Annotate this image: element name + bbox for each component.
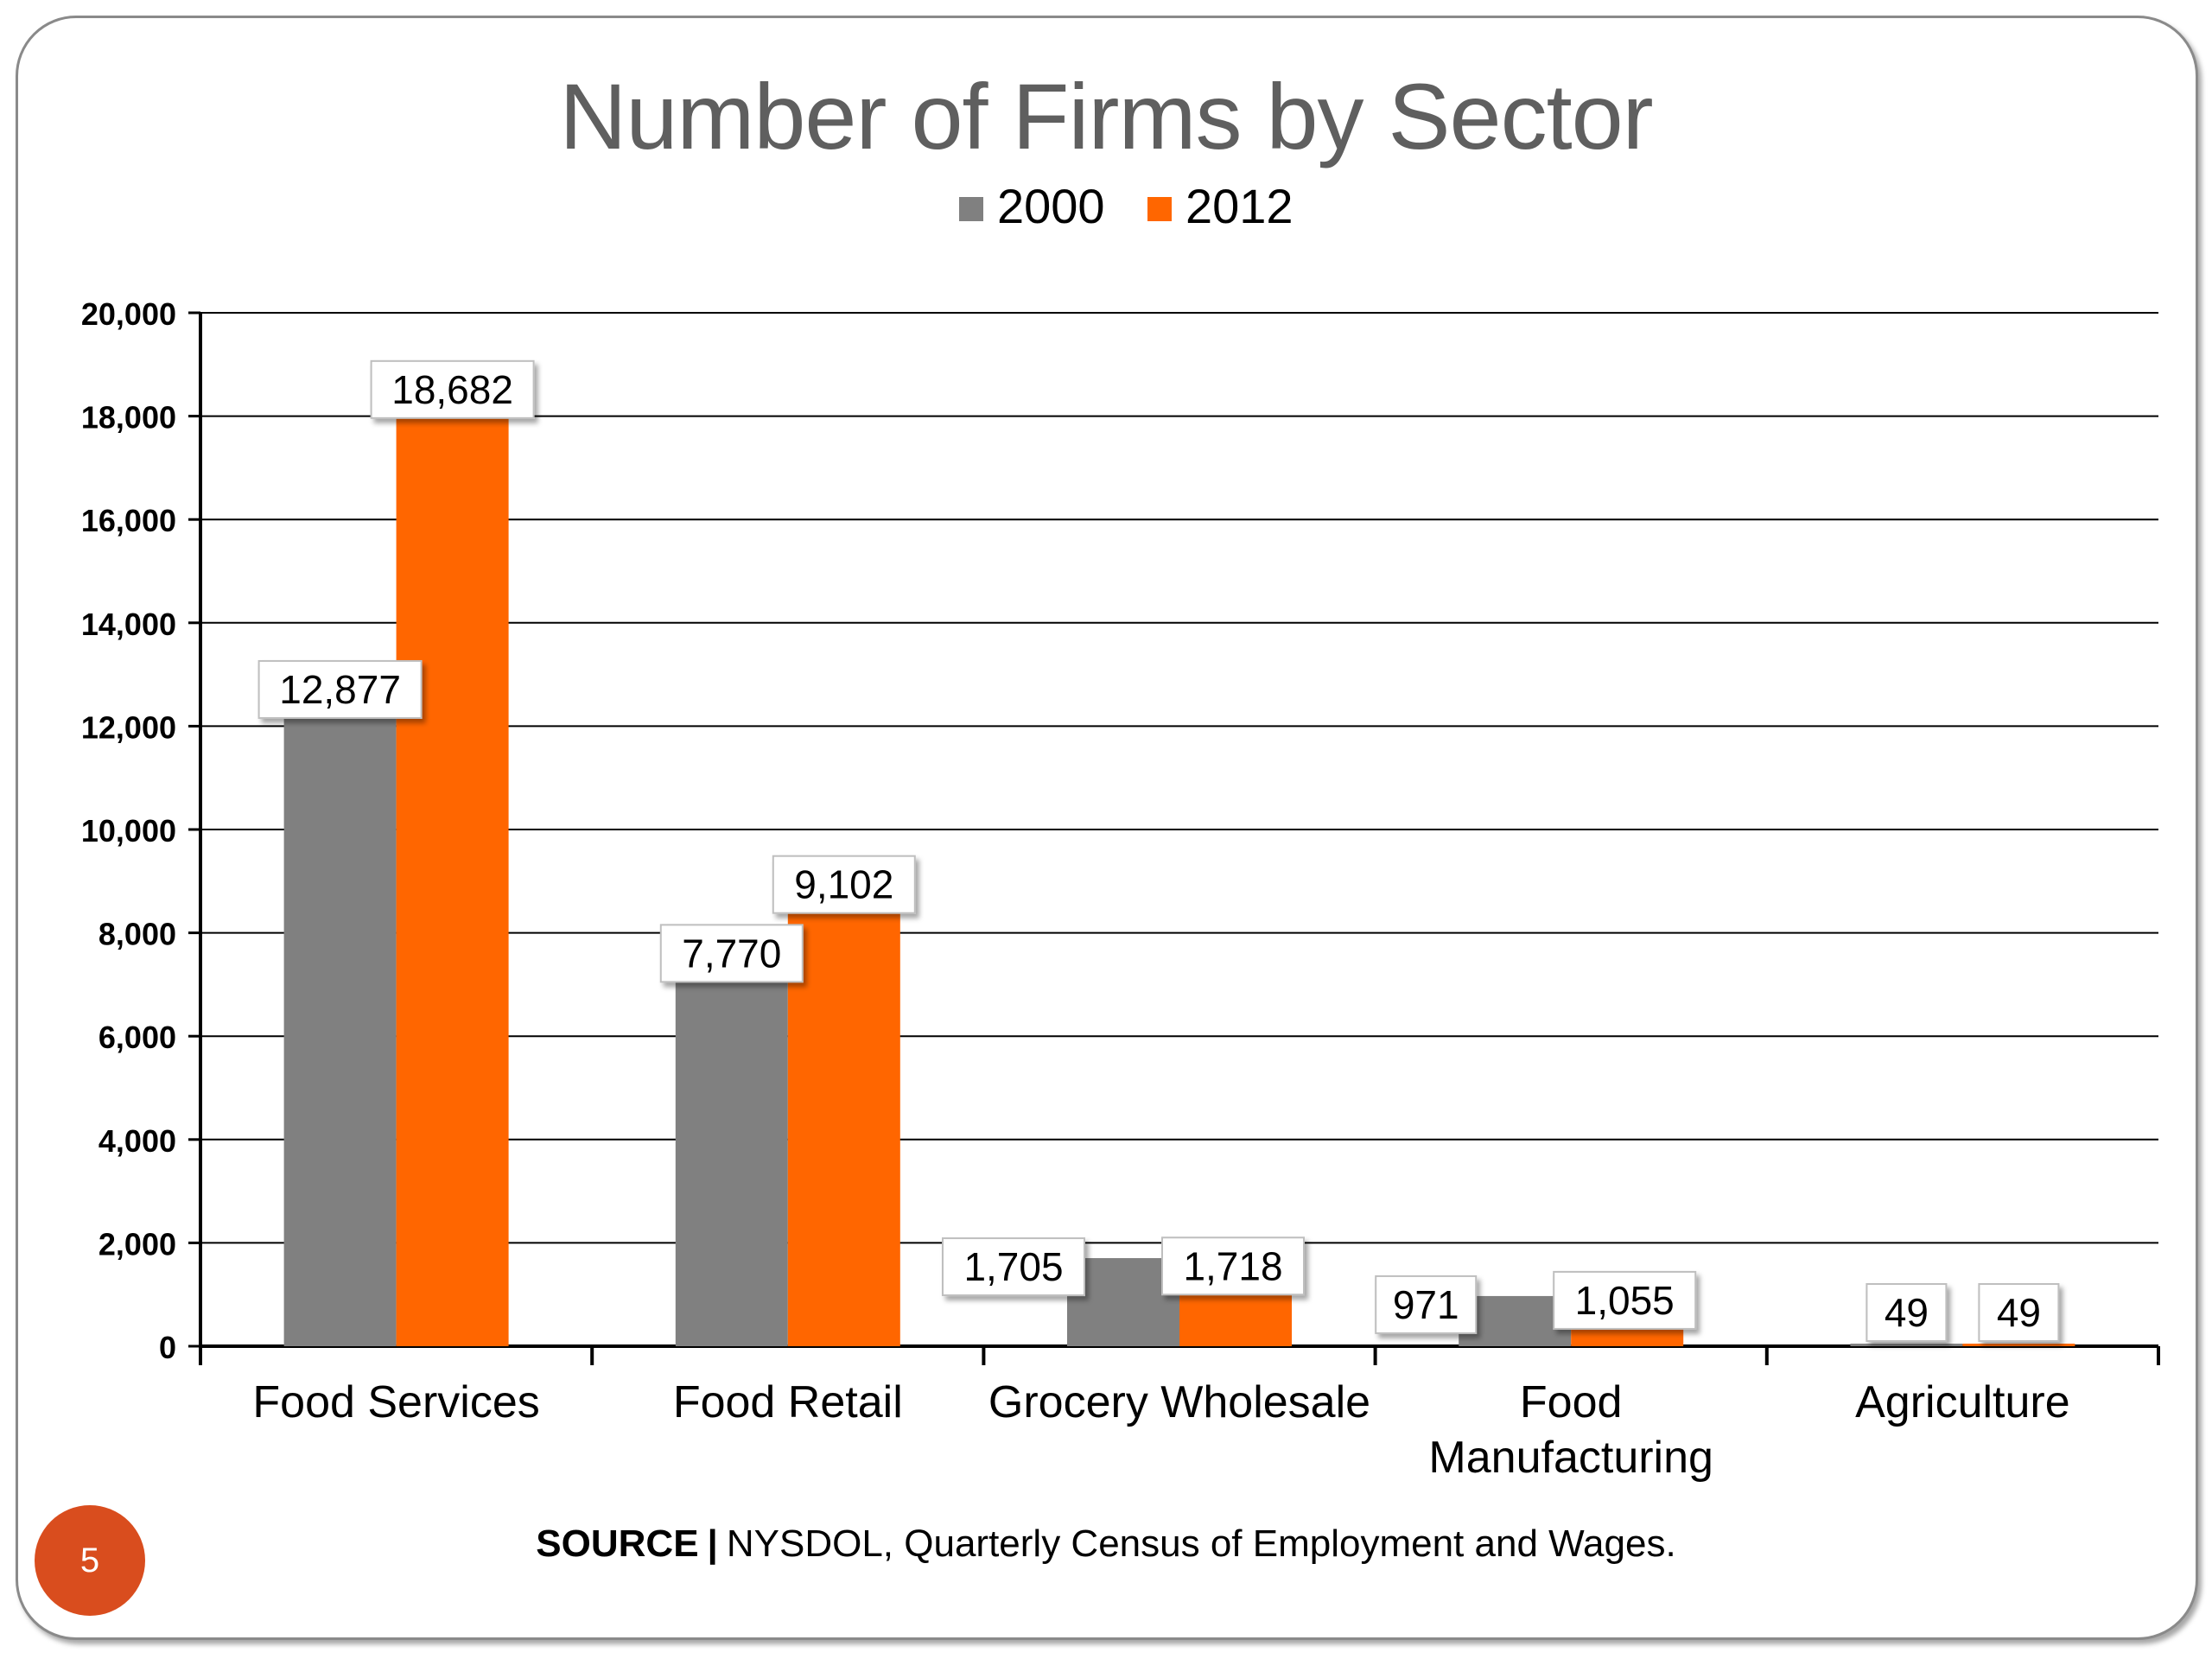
data-label-box xyxy=(1978,1283,2060,1342)
bar-2000 xyxy=(675,944,788,1346)
y-tick-label: 12,000 xyxy=(81,709,176,745)
data-label: 49 xyxy=(1885,1290,1929,1335)
data-label-box xyxy=(942,1237,1085,1297)
data-label-box xyxy=(1553,1270,1697,1330)
y-tick-label: 10,000 xyxy=(81,813,176,849)
data-label: 971 xyxy=(1393,1282,1459,1327)
y-tick-label: 14,000 xyxy=(81,607,176,642)
data-label-box xyxy=(772,855,916,914)
bar-2012 xyxy=(1962,1344,2075,1346)
chart-title: Number of Firms by Sector xyxy=(559,64,1653,168)
data-label: 7,770 xyxy=(682,931,781,976)
data-label: 12,877 xyxy=(279,667,401,712)
bar-2000 xyxy=(283,680,397,1346)
legend-swatch-2012 xyxy=(1147,197,1172,221)
y-tick-label: 20,000 xyxy=(81,296,176,332)
source-label: SOURCE xyxy=(536,1522,699,1565)
y-tick-label: 18,000 xyxy=(81,400,176,435)
y-tick-label: 8,000 xyxy=(99,917,176,952)
bar-2000 xyxy=(1850,1344,1963,1346)
y-tick-label: 16,000 xyxy=(81,503,176,538)
bar-2000 xyxy=(1067,1258,1179,1346)
source-note: SOURCE | NYSDOL, Quarterly Census of Emplo… xyxy=(0,1522,2212,1566)
data-label: 1,705 xyxy=(963,1244,1063,1289)
data-label-box xyxy=(370,359,535,419)
x-category-label: Grocery Wholesale xyxy=(988,1377,1370,1427)
page-number-badge: 5 xyxy=(35,1505,145,1616)
x-category-label: Food Services xyxy=(252,1377,539,1427)
data-label-box xyxy=(1375,1274,1478,1334)
x-category-label: Agriculture xyxy=(1855,1377,2070,1427)
bar-2012 xyxy=(787,875,900,1346)
legend-swatch-2000 xyxy=(959,197,983,221)
legend-label-2000: 2000 xyxy=(997,179,1105,233)
y-tick-label: 6,000 xyxy=(99,1020,176,1055)
legend-label-2012: 2012 xyxy=(1185,179,1294,233)
data-label: 9,102 xyxy=(794,862,893,907)
data-label-box xyxy=(659,924,804,983)
bar-2000 xyxy=(1459,1295,1572,1346)
data-label: 1,718 xyxy=(1183,1243,1282,1288)
data-label: 18,682 xyxy=(391,367,513,412)
y-tick-label: 4,000 xyxy=(99,1123,176,1159)
y-tick-label: 0 xyxy=(159,1330,176,1365)
x-category-label: Manufacturing xyxy=(1428,1433,1713,1483)
data-label-box xyxy=(257,659,423,719)
bar-2012 xyxy=(396,380,509,1346)
y-tick-label: 2,000 xyxy=(99,1226,176,1262)
x-category-label: Food Retail xyxy=(673,1377,903,1427)
source-separator: | xyxy=(707,1522,718,1565)
data-label: 49 xyxy=(1997,1290,2041,1335)
x-category-label: Food xyxy=(1520,1377,1623,1427)
data-label-box xyxy=(1866,1283,1948,1342)
data-label-box xyxy=(1161,1236,1305,1296)
data-label: 1,055 xyxy=(1575,1278,1675,1323)
source-text: NYSDOL, Quarterly Census of Employment a… xyxy=(726,1522,1676,1565)
